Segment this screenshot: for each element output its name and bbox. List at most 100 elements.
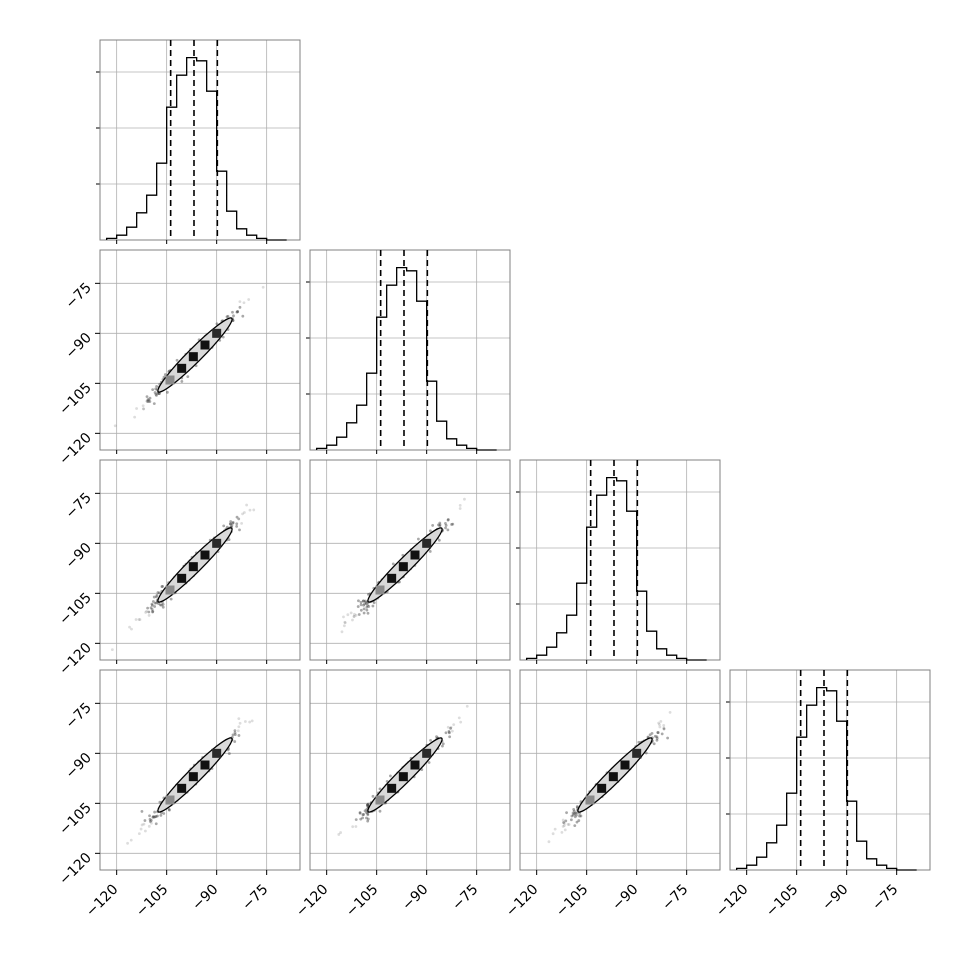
scatter-point bbox=[465, 704, 469, 708]
x-tick-label: −120 bbox=[503, 882, 542, 921]
panel-frame bbox=[519, 669, 721, 871]
scatter-panel-4-3 bbox=[519, 669, 721, 871]
scatter-point bbox=[365, 811, 368, 814]
scatter-point bbox=[429, 738, 432, 742]
scatter-point bbox=[238, 721, 242, 725]
scatter-point bbox=[245, 503, 249, 507]
scatter-point bbox=[134, 618, 138, 621]
scatter-point bbox=[151, 609, 155, 613]
scatter-point bbox=[175, 358, 179, 362]
scatter-point bbox=[226, 314, 230, 318]
scatter-point bbox=[229, 520, 233, 523]
scatter-point bbox=[151, 388, 155, 392]
scatter-point bbox=[366, 803, 369, 807]
scatter-point bbox=[659, 720, 663, 723]
scatter-point bbox=[366, 819, 370, 823]
scatter-point bbox=[160, 585, 164, 588]
scatter-point bbox=[147, 824, 151, 828]
scatter-point bbox=[236, 310, 239, 313]
density-cell bbox=[165, 375, 175, 385]
scatter-point bbox=[365, 816, 368, 820]
x-tick-label: −120 bbox=[83, 882, 122, 921]
density-cell bbox=[200, 550, 210, 560]
x-tick-label: −90 bbox=[819, 882, 851, 914]
scatter-point bbox=[458, 507, 462, 510]
scatter-point bbox=[110, 648, 114, 652]
scatter-point bbox=[151, 600, 155, 603]
scatter-point bbox=[563, 821, 566, 825]
scatter-point bbox=[359, 603, 363, 607]
scatter-point bbox=[167, 807, 171, 811]
scatter-point bbox=[354, 613, 358, 617]
scatter-point bbox=[446, 725, 450, 729]
scatter-point bbox=[235, 524, 239, 528]
scatter-point bbox=[566, 822, 570, 826]
scatter-point bbox=[159, 813, 163, 817]
scatter-point bbox=[547, 840, 551, 844]
scatter-point bbox=[441, 744, 444, 748]
scatter-point bbox=[153, 601, 157, 605]
scatter-point bbox=[225, 315, 229, 319]
scatter-point bbox=[560, 830, 564, 834]
scatter-point bbox=[354, 818, 358, 822]
scatter-point bbox=[646, 735, 650, 739]
scatter-point bbox=[438, 524, 442, 528]
scatter-point bbox=[232, 314, 235, 318]
scatter-point bbox=[359, 600, 363, 604]
panel-frame bbox=[519, 459, 721, 661]
scatter-point bbox=[340, 630, 344, 634]
scatter-point bbox=[361, 813, 365, 817]
scatter-point bbox=[363, 599, 367, 603]
scatter-point bbox=[435, 735, 438, 739]
scatter-point bbox=[362, 813, 366, 816]
scatter-point bbox=[658, 723, 661, 726]
scatter-point bbox=[359, 608, 363, 612]
scatter-point bbox=[233, 740, 237, 743]
scatter-point bbox=[228, 522, 232, 526]
scatter-point bbox=[221, 335, 225, 339]
scatter-point bbox=[428, 550, 432, 553]
scatter-point bbox=[141, 404, 145, 408]
scatter-point bbox=[458, 503, 462, 507]
scatter-point bbox=[153, 391, 157, 394]
panel-frame bbox=[729, 669, 931, 871]
scatter-point bbox=[161, 603, 165, 606]
scatter-point bbox=[231, 733, 235, 737]
scatter-point bbox=[237, 734, 241, 737]
density-cell bbox=[165, 795, 175, 805]
scatter-point bbox=[242, 511, 246, 514]
scatter-point bbox=[575, 805, 579, 808]
scatter-point bbox=[448, 735, 452, 739]
scatter-point bbox=[235, 310, 239, 314]
histogram-panel-3 bbox=[516, 459, 721, 661]
scatter-point bbox=[662, 724, 666, 727]
scatter-point bbox=[337, 833, 341, 836]
density-cell bbox=[620, 760, 630, 770]
panel-frame bbox=[99, 459, 301, 661]
scatter-point bbox=[261, 285, 265, 289]
scatter-point bbox=[147, 614, 151, 617]
x-tick-label: −105 bbox=[763, 882, 802, 921]
scatter-point bbox=[146, 400, 150, 403]
x-tick-label: −75 bbox=[659, 882, 691, 914]
panel-frame bbox=[99, 669, 301, 871]
panel-frame bbox=[309, 459, 511, 661]
density-cell bbox=[188, 352, 198, 362]
scatter-point bbox=[444, 521, 447, 525]
scatter-point bbox=[180, 380, 184, 383]
scatter-point bbox=[162, 812, 166, 815]
scatter-point bbox=[575, 813, 578, 817]
scatter-point bbox=[242, 301, 246, 305]
histogram-panel-2 bbox=[306, 249, 511, 451]
x-tick-label: −120 bbox=[713, 882, 752, 921]
scatter-point bbox=[229, 522, 233, 526]
scatter-point bbox=[354, 825, 358, 828]
scatter-point bbox=[438, 521, 442, 525]
scatter-point bbox=[165, 390, 169, 394]
density-cell bbox=[585, 795, 595, 805]
scatter-point bbox=[459, 720, 463, 724]
density-cell bbox=[398, 562, 408, 572]
scatter-point bbox=[157, 602, 160, 606]
scatter-point bbox=[169, 597, 173, 601]
